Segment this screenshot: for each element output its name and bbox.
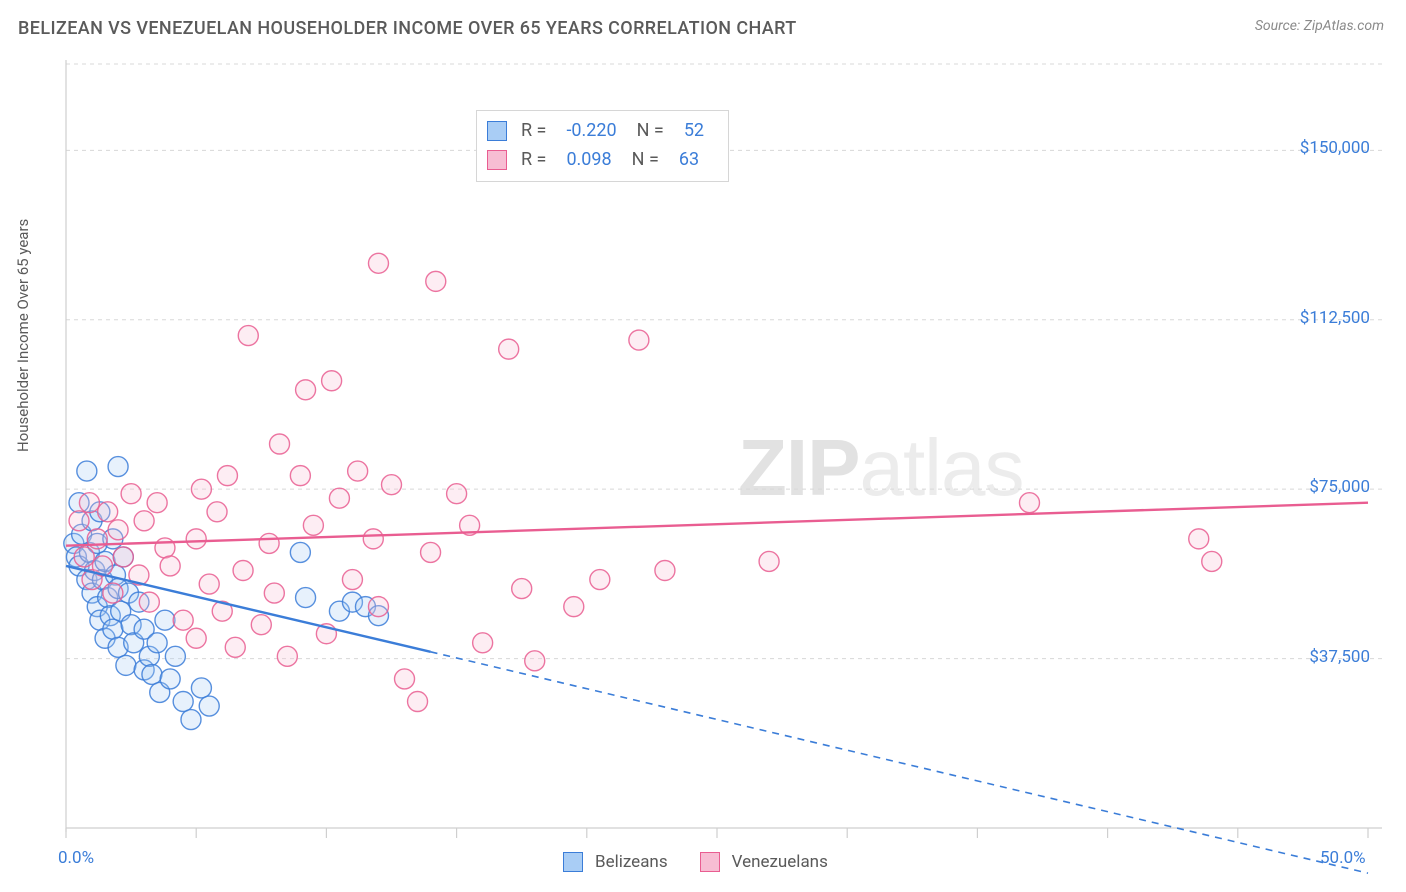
x-tick-label: 50.0% xyxy=(1320,848,1366,868)
y-tick-label: $150,000 xyxy=(1300,138,1370,158)
stats-legend-box: R =-0.220 N =52 R =0.098 N =63 xyxy=(476,110,729,182)
y-tick-label: $112,500 xyxy=(1300,308,1370,328)
source-attribution: Source: ZipAtlas.com xyxy=(1255,18,1384,34)
r-value-venezuelans: 0.098 xyxy=(556,146,621,175)
legend-item-venezuelans: Venezuelans xyxy=(700,852,828,872)
x-tick-label: 0.0% xyxy=(58,848,94,868)
stats-row-belizeans: R =-0.220 N =52 xyxy=(487,117,714,146)
y-tick-label: $75,000 xyxy=(1309,477,1370,497)
swatch-belizeans xyxy=(487,121,507,141)
stats-row-venezuelans: R =0.098 N =63 xyxy=(487,146,714,175)
r-value-belizeans: -0.220 xyxy=(556,117,626,146)
chart-container: Householder Income Over 65 years ZIPatla… xyxy=(18,52,1388,876)
y-tick-label: $37,500 xyxy=(1309,647,1370,667)
chart-title: BELIZEAN VS VENEZUELAN HOUSEHOLDER INCOM… xyxy=(18,18,797,39)
n-value-venezuelans: 63 xyxy=(669,146,709,175)
series-legend: Belizeans Venezuelans xyxy=(563,852,828,872)
legend-item-belizeans: Belizeans xyxy=(563,852,668,872)
legend-swatch-venezuelans xyxy=(700,852,720,872)
n-value-belizeans: 52 xyxy=(674,117,714,146)
legend-label-belizeans: Belizeans xyxy=(595,852,668,872)
swatch-venezuelans xyxy=(487,150,507,170)
y-axis-label: Householder Income Over 65 years xyxy=(14,219,32,452)
legend-swatch-belizeans xyxy=(563,852,583,872)
legend-label-venezuelans: Venezuelans xyxy=(732,852,828,872)
